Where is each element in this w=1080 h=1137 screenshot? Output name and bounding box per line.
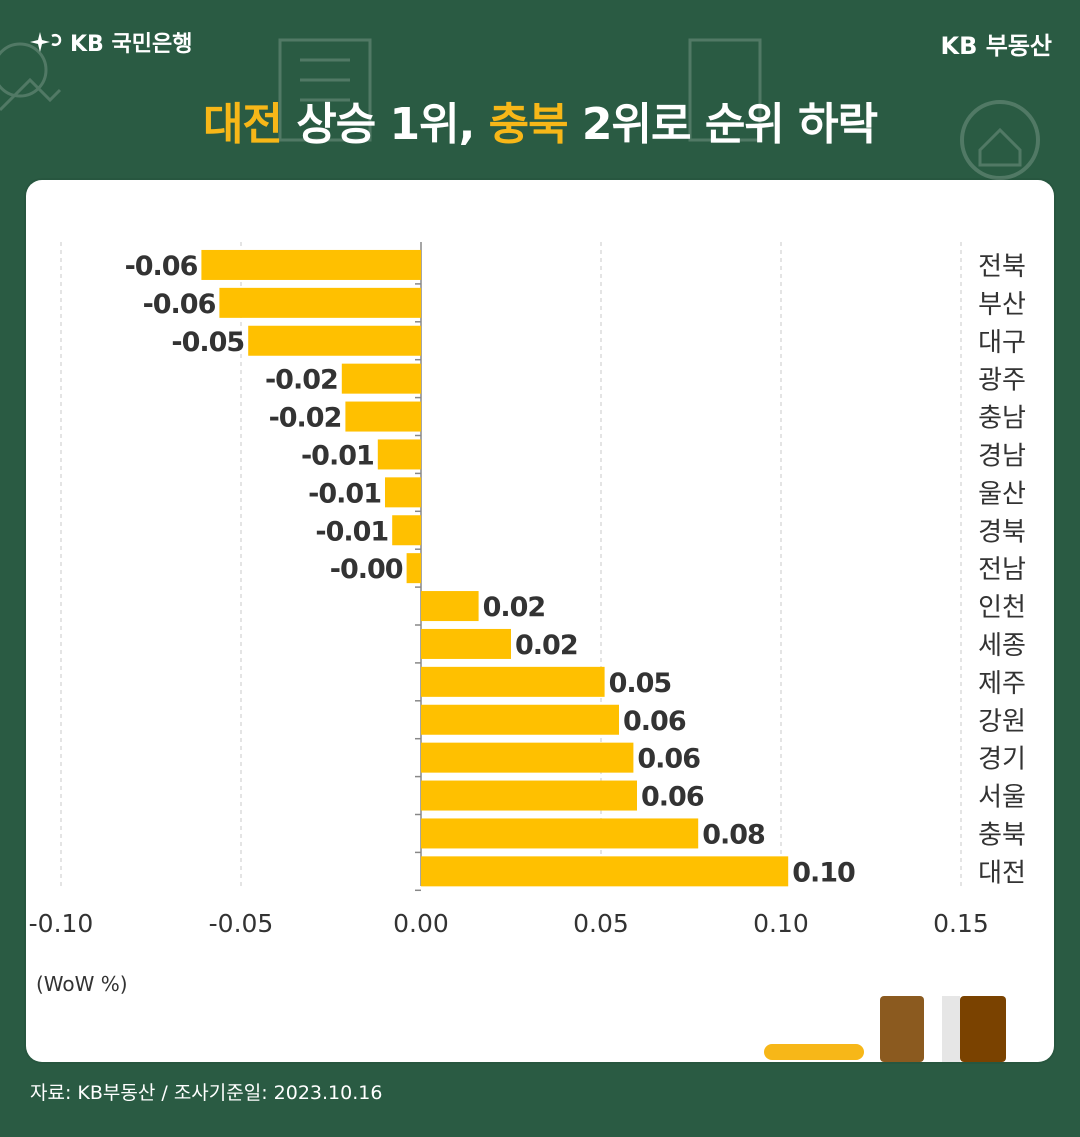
title-highlight-2: 충북	[488, 99, 569, 150]
category-label: 인천	[978, 593, 1026, 623]
bank-name: KB 국민은행	[70, 32, 193, 57]
bar-충남	[345, 401, 421, 432]
bar-인천	[421, 591, 479, 622]
data-label: 0.06	[641, 782, 704, 813]
bar-경기	[421, 742, 634, 773]
x-tick-label: -0.05	[209, 909, 274, 938]
category-label: 대전	[978, 858, 1026, 888]
bar-경북	[392, 515, 421, 546]
category-label: 광주	[978, 366, 1026, 396]
category-label: 서울	[978, 783, 1026, 813]
bar-세종	[421, 628, 511, 659]
chart-card: -0.06 전북 -0.06 부산 -0.05 대구 -0.02 광주 -0.02 충남 -0.01…	[26, 180, 1054, 1062]
brand-name: KB 부동산	[940, 32, 1053, 60]
data-label: 0.06	[637, 744, 700, 775]
bar-대구	[248, 325, 421, 356]
background-decoration	[0, 38, 1040, 180]
data-label: 0.02	[515, 630, 578, 661]
x-tick-label: 0.00	[393, 909, 449, 938]
data-label: 0.02	[483, 592, 546, 623]
bar-전남	[406, 553, 421, 584]
category-label: 전남	[978, 555, 1026, 585]
data-label: -0.02	[269, 403, 342, 434]
bar-서울	[421, 780, 637, 811]
data-label: -0.05	[171, 327, 244, 358]
bar-경남	[377, 439, 421, 470]
data-label: 0.06	[623, 706, 686, 737]
bar-충북	[421, 818, 699, 849]
category-label: 부산	[978, 290, 1026, 320]
x-tick-label: 0.10	[753, 909, 809, 938]
bar-chart: -0.06 전북 -0.06 부산 -0.05 대구 -0.02 광주 -0.02 충남 -0.01…	[29, 242, 1026, 938]
category-label: 강원	[978, 707, 1026, 737]
category-label: 충북	[978, 820, 1026, 850]
x-tick-label: -0.10	[29, 909, 94, 938]
category-label: 경북	[978, 517, 1026, 547]
category-label: 경기	[978, 745, 1026, 775]
category-label: 울산	[978, 479, 1026, 509]
data-label: -0.01	[301, 440, 374, 471]
data-label: -0.01	[315, 516, 388, 547]
data-label: -0.01	[308, 478, 381, 509]
bar-부산	[219, 287, 421, 318]
data-label: 0.08	[702, 819, 765, 850]
bar-울산	[385, 477, 421, 508]
bar-제주	[421, 666, 605, 697]
unit-label: (WoW %)	[36, 972, 128, 996]
category-label: 전북	[978, 252, 1026, 282]
x-tick-label: 0.15	[933, 909, 989, 938]
kb-star-icon	[30, 32, 62, 52]
data-label: -0.02	[265, 365, 338, 396]
data-label: 0.05	[609, 668, 672, 699]
source-note: 자료: KB부동산 / 조사기준일: 2023.10.16	[30, 1082, 383, 1104]
category-label: 대구	[978, 328, 1026, 358]
data-label: -0.00	[330, 554, 403, 585]
category-label: 제주	[978, 669, 1026, 699]
books-decoration	[764, 996, 1006, 1062]
title-text-2: 2위로 순위 하락	[567, 99, 878, 150]
data-label: -0.06	[125, 251, 198, 282]
category-label: 충남	[978, 404, 1026, 434]
bar-전북	[201, 249, 421, 280]
bar-대전	[421, 856, 789, 887]
page-title: 대전 상승 1위, 충북 2위로 순위 하락	[0, 88, 1080, 152]
data-label: -0.06	[143, 289, 216, 320]
x-tick-label: 0.05	[573, 909, 629, 938]
category-label: 경남	[978, 441, 1026, 471]
title-highlight-1: 대전	[202, 99, 283, 150]
bar-강원	[421, 704, 619, 735]
data-label: 0.10	[792, 857, 855, 888]
category-label: 세종	[978, 631, 1026, 661]
title-text-1: 상승 1위,	[281, 99, 489, 150]
bar-광주	[341, 363, 421, 394]
bank-logo: KB 국민은행	[30, 26, 192, 58]
